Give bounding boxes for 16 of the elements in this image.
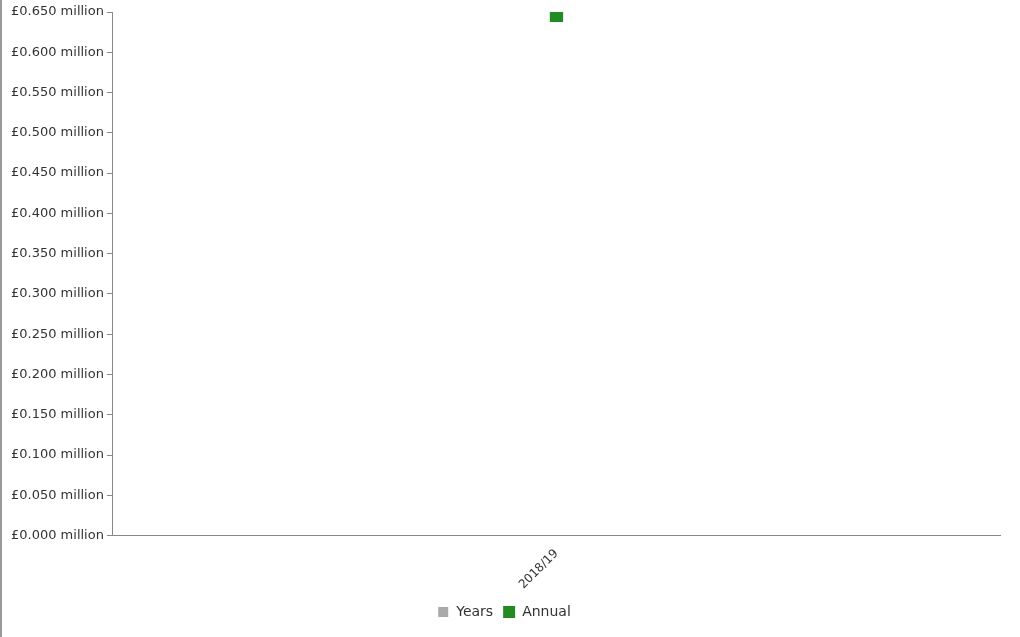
legend-label: Annual bbox=[522, 602, 571, 619]
y-tick-label: £0.400 million bbox=[10, 204, 104, 220]
y-tick-label: £0.200 million bbox=[10, 365, 104, 381]
y-tick-label: £0.050 million bbox=[10, 486, 104, 502]
y-tick-label: £0.650 million bbox=[10, 3, 104, 19]
y-tick-label: £0.100 million bbox=[10, 446, 104, 462]
y-tick-label: £0.450 million bbox=[10, 164, 104, 180]
y-tick-label: £0.500 million bbox=[10, 124, 104, 140]
y-tick-label: £0.550 million bbox=[10, 83, 104, 99]
legend-label: Years bbox=[455, 602, 494, 619]
y-tick-label: £0.150 million bbox=[10, 406, 104, 422]
y-tick-label: £0.300 million bbox=[10, 285, 104, 301]
y-tick-label: £0.250 million bbox=[10, 325, 104, 341]
y-tick-label: £0.000 million bbox=[10, 526, 104, 542]
y-tick-label: £0.350 million bbox=[10, 245, 104, 261]
y-tick-label: £0.600 million bbox=[10, 43, 104, 59]
